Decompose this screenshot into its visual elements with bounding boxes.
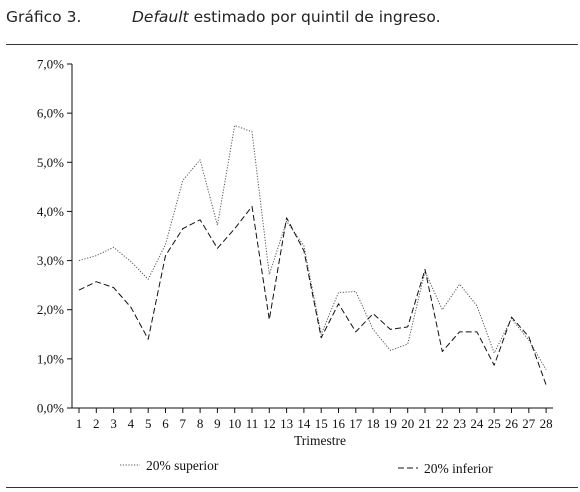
- x-tick-label: 21: [419, 416, 432, 431]
- y-tick-label: 2,0%: [37, 302, 64, 317]
- y-tick-label: 3,0%: [37, 253, 64, 268]
- figure-title-rest: estimado por quintil de ingreso.: [188, 8, 441, 26]
- y-tick-label: 0,0%: [37, 401, 64, 416]
- top-rule: [6, 44, 578, 45]
- x-tick-label: 28: [540, 416, 553, 431]
- x-tick-label: 1: [76, 416, 83, 431]
- figure-title-italic: Default: [132, 8, 189, 26]
- x-tick-label: 2: [93, 416, 100, 431]
- bottom-rule: [6, 487, 578, 488]
- series-line-inferior: [78, 206, 547, 386]
- y-tick-label: 7,0%: [37, 57, 64, 72]
- x-tick-label: 26: [505, 416, 519, 431]
- legend-label: 20% superior: [146, 458, 219, 473]
- x-tick-label: 6: [162, 416, 169, 431]
- y-tick-label: 1,0%: [37, 351, 64, 366]
- x-tick-label: 18: [367, 416, 380, 431]
- x-tick-label: 14: [297, 416, 311, 431]
- x-tick-label: 15: [315, 416, 328, 431]
- x-axis-title: Trimestre: [294, 433, 346, 448]
- figure-title: Default estimado por quintil de ingreso.: [132, 8, 441, 26]
- x-tick-label: 25: [488, 416, 501, 431]
- x-tick-label: 8: [197, 416, 204, 431]
- y-tick-label: 6,0%: [37, 106, 64, 121]
- x-tick-label: 17: [349, 416, 363, 431]
- x-tick-label: 22: [436, 416, 449, 431]
- x-tick-label: 24: [470, 416, 484, 431]
- figure-header: Gráfico 3. Default estimado por quintil …: [6, 8, 578, 32]
- x-tick-label: 10: [228, 416, 241, 431]
- x-tick-label: 11: [246, 416, 259, 431]
- x-tick-label: 4: [128, 416, 135, 431]
- x-tick-label: 19: [384, 416, 397, 431]
- figure-number: Gráfico 3.: [6, 8, 82, 26]
- x-tick-label: 9: [214, 416, 221, 431]
- x-tick-label: 27: [522, 416, 536, 431]
- y-tick-label: 4,0%: [37, 204, 64, 219]
- legend-label: 20% inferior: [424, 461, 493, 476]
- chart-axes: 0,0%1,0%2,0%3,0%4,0%5,0%6,0%7,0%1 2 3 4 5 6 7 8…: [37, 57, 553, 431]
- x-tick-label: 20: [401, 416, 414, 431]
- x-tick-label: 23: [453, 416, 466, 431]
- y-tick-label: 5,0%: [37, 155, 64, 170]
- chart-series: [78, 124, 547, 386]
- x-tick-label: 5: [145, 416, 152, 431]
- x-tick-label: 3: [110, 416, 117, 431]
- series-line-superior: [78, 124, 547, 370]
- x-tick-label: 12: [263, 416, 276, 431]
- x-tick-label: 7: [180, 416, 187, 431]
- x-tick-label: 16: [332, 416, 346, 431]
- chart-legend: 20% superior 20% inferior: [120, 458, 493, 476]
- x-tick-label: 13: [280, 416, 293, 431]
